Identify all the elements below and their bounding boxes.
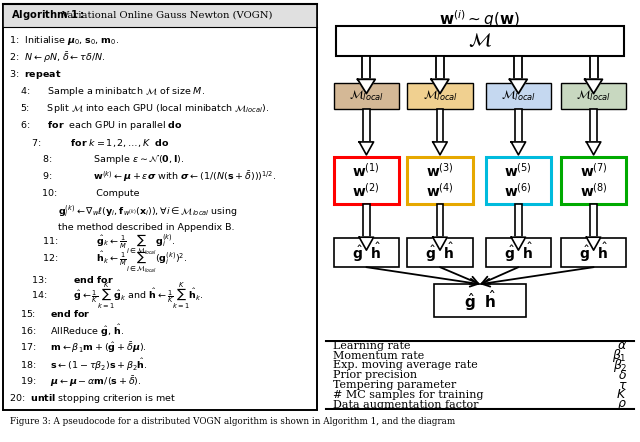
Text: 9:              $\mathbf{w}^{(k)} \leftarrow \boldsymbol{\mu} + \epsilon\boldsym: 9: $\mathbf{w}^{(k)} \leftarrow \boldsym… bbox=[42, 169, 276, 184]
Text: $\rho$: $\rho$ bbox=[618, 398, 627, 412]
Bar bbox=[561, 156, 627, 204]
Text: $\hat{\mathbf{g}}$  $\hat{\mathbf{h}}$: $\hat{\mathbf{g}}$ $\hat{\mathbf{h}}$ bbox=[351, 241, 381, 264]
Text: $K$: $K$ bbox=[616, 389, 627, 401]
Bar bbox=[589, 56, 598, 79]
Text: 11:             $\hat{\mathbf{g}}_k \leftarrow \frac{1}{M} \sum_{i \in \mathcal{: 11: $\hat{\mathbf{g}}_k \leftarrow \frac… bbox=[42, 232, 176, 257]
Text: 18:     $\mathbf{s} \leftarrow (1 - \tau\beta_2)\mathbf{s} + \beta_2\hat{\mathbf: 18: $\mathbf{s} \leftarrow (1 - \tau\bet… bbox=[20, 356, 148, 373]
Text: $\mathbf{w}^{(3)}$: $\mathbf{w}^{(3)}$ bbox=[426, 162, 454, 180]
Polygon shape bbox=[433, 237, 447, 250]
Bar bbox=[333, 156, 399, 204]
Bar bbox=[515, 56, 522, 79]
Text: Exp. moving average rate: Exp. moving average rate bbox=[333, 361, 477, 370]
Bar bbox=[362, 56, 371, 79]
Bar bbox=[436, 109, 444, 142]
Text: $\hat{\mathbf{g}}$  $\hat{\mathbf{h}}$: $\hat{\mathbf{g}}$ $\hat{\mathbf{h}}$ bbox=[425, 241, 455, 264]
Text: 7:          $\mathbf{for}$ $k = 1, 2, \ldots, K$  $\mathbf{do}$: 7: $\mathbf{for}$ $k = 1, 2, \ldots, K$ … bbox=[31, 137, 170, 149]
Text: $\delta$: $\delta$ bbox=[618, 369, 627, 382]
Polygon shape bbox=[586, 237, 601, 250]
Text: $\mathbf{w}^{(1)}$: $\mathbf{w}^{(1)}$ bbox=[353, 162, 380, 180]
Text: 16:     AllReduce $\hat{\mathbf{g}}$, $\hat{\mathbf{h}}$.: 16: AllReduce $\hat{\mathbf{g}}$, $\hat{… bbox=[20, 322, 125, 339]
Text: 6:      $\mathbf{for}$  each GPU in parallel $\mathbf{do}$: 6: $\mathbf{for}$ each GPU in parallel $… bbox=[20, 119, 183, 132]
Bar bbox=[561, 84, 627, 109]
Text: Learning rate: Learning rate bbox=[333, 341, 410, 351]
Text: $\mathbf{w}^{(7)}$: $\mathbf{w}^{(7)}$ bbox=[580, 162, 607, 180]
Text: $\tau$: $\tau$ bbox=[618, 378, 627, 392]
Bar bbox=[3, 4, 317, 27]
Text: 8:              Sample $\epsilon \sim \mathcal{N}(\mathbf{0}, \mathbf{I})$.: 8: Sample $\epsilon \sim \mathcal{N}(\ma… bbox=[42, 153, 185, 166]
Text: 1:  Initialise $\boldsymbol{\mu}_0$, $\mathbf{s}_0$, $\mathbf{m}_0$.: 1: Initialise $\boldsymbol{\mu}_0$, $\ma… bbox=[9, 34, 119, 47]
Bar bbox=[407, 238, 473, 267]
Bar bbox=[515, 109, 522, 142]
Polygon shape bbox=[511, 237, 525, 250]
Text: 2:  $N \leftarrow \rho N$, $\bar{\delta} \leftarrow \tau\delta/N$.: 2: $N \leftarrow \rho N$, $\bar{\delta} … bbox=[9, 50, 106, 65]
Text: Variational Online Gauss Newton (VOGN): Variational Online Gauss Newton (VOGN) bbox=[61, 11, 273, 20]
Text: $\mathcal{M}_{local}$: $\mathcal{M}_{local}$ bbox=[576, 89, 611, 103]
Text: 20:  $\mathbf{until}$ stopping criterion is met: 20: $\mathbf{until}$ stopping criterion … bbox=[9, 392, 176, 405]
Text: Momentum rate: Momentum rate bbox=[333, 351, 424, 361]
Polygon shape bbox=[509, 79, 527, 94]
Text: 3:  $\mathbf{repeat}$: 3: $\mathbf{repeat}$ bbox=[9, 68, 61, 81]
Bar bbox=[561, 238, 627, 267]
Polygon shape bbox=[511, 142, 525, 155]
Text: $\hat{\mathbf{g}}$  $\hat{\mathbf{h}}$: $\hat{\mathbf{g}}$ $\hat{\mathbf{h}}$ bbox=[504, 241, 533, 264]
Text: Data augmentation factor: Data augmentation factor bbox=[333, 400, 478, 410]
Text: # MC samples for training: # MC samples for training bbox=[333, 390, 483, 400]
Text: 5:      Split $\mathcal{M}$ into each GPU (local minibatch $\mathcal{M}_{local}$: 5: Split $\mathcal{M}$ into each GPU (lo… bbox=[20, 102, 269, 115]
Text: $\mathbf{w}^{(2)}$: $\mathbf{w}^{(2)}$ bbox=[353, 182, 380, 200]
Text: $\mathbf{w}^{(4)}$: $\mathbf{w}^{(4)}$ bbox=[426, 182, 454, 200]
Text: Prior precision: Prior precision bbox=[333, 370, 417, 380]
Bar bbox=[515, 204, 522, 237]
Bar bbox=[486, 84, 551, 109]
Text: $\hat{\mathbf{g}}$  $\hat{\mathbf{h}}$: $\hat{\mathbf{g}}$ $\hat{\mathbf{h}}$ bbox=[579, 241, 609, 264]
Bar bbox=[333, 84, 399, 109]
Text: $\beta_2$: $\beta_2$ bbox=[612, 357, 627, 374]
Text: the method described in Appendix B.: the method described in Appendix B. bbox=[58, 224, 235, 232]
Text: 15:     $\mathbf{end\ for}$: 15: $\mathbf{end\ for}$ bbox=[20, 308, 91, 319]
Bar bbox=[486, 156, 551, 204]
Polygon shape bbox=[585, 79, 602, 94]
Polygon shape bbox=[359, 142, 374, 155]
Text: $\mathbf{w}^{(8)}$: $\mathbf{w}^{(8)}$ bbox=[580, 182, 607, 200]
Text: 19:     $\boldsymbol{\mu} \leftarrow \boldsymbol{\mu} - \alpha\mathbf{m}/(\mathb: 19: $\boldsymbol{\mu} \leftarrow \boldsy… bbox=[20, 374, 142, 389]
Text: $\mathcal{M}_{local}$: $\mathcal{M}_{local}$ bbox=[501, 89, 536, 103]
Bar bbox=[590, 204, 597, 237]
Text: 4:      Sample a minibatch $\mathcal{M}$ of size $M$.: 4: Sample a minibatch $\mathcal{M}$ of s… bbox=[20, 85, 205, 98]
Bar bbox=[336, 26, 624, 56]
Text: 12:             $\hat{\mathbf{h}}_k \leftarrow \frac{1}{M} \sum_{i \in \mathcal{: 12: $\hat{\mathbf{h}}_k \leftarrow \frac… bbox=[42, 249, 188, 275]
Bar bbox=[333, 238, 399, 267]
Text: $\mathcal{M}_{local}$: $\mathcal{M}_{local}$ bbox=[422, 89, 458, 103]
Text: $\hat{\mathbf{g}}$  $\hat{\mathbf{h}}$: $\hat{\mathbf{g}}$ $\hat{\mathbf{h}}$ bbox=[464, 288, 496, 313]
Bar bbox=[436, 56, 444, 79]
Text: $\mathbf{Algorithm\ 1:}$: $\mathbf{Algorithm\ 1:}$ bbox=[11, 8, 84, 23]
Bar bbox=[590, 109, 597, 142]
Text: 10:             Compute: 10: Compute bbox=[42, 190, 140, 198]
Bar bbox=[407, 84, 473, 109]
Text: $\mathbf{w}^{(5)}$: $\mathbf{w}^{(5)}$ bbox=[504, 162, 532, 180]
Text: $\mathcal{M}$: $\mathcal{M}$ bbox=[468, 32, 492, 50]
Bar bbox=[436, 204, 444, 237]
Text: 13:         $\mathbf{end\ for}$: 13: $\mathbf{end\ for}$ bbox=[31, 274, 115, 285]
Bar bbox=[434, 284, 527, 316]
Bar bbox=[486, 238, 551, 267]
Text: $\mathbf{w}^{(i)} \sim q(\mathbf{w})$: $\mathbf{w}^{(i)} \sim q(\mathbf{w})$ bbox=[440, 8, 520, 30]
Text: $\mathcal{M}_{local}$: $\mathcal{M}_{local}$ bbox=[349, 89, 384, 103]
Text: 17:     $\mathbf{m} \leftarrow \beta_1\mathbf{m} + (\hat{\mathbf{g}} + \bar{\del: 17: $\mathbf{m} \leftarrow \beta_1\mathb… bbox=[20, 340, 147, 355]
Text: Tempering parameter: Tempering parameter bbox=[333, 380, 456, 390]
Polygon shape bbox=[358, 79, 375, 94]
Text: $\mathbf{g}_i^{(k)} \leftarrow \nabla_w \ell(\mathbf{y}_i, \mathbf{f}_{w^{(k)}}(: $\mathbf{g}_i^{(k)} \leftarrow \nabla_w … bbox=[58, 203, 238, 219]
Text: $\mathbf{w}^{(6)}$: $\mathbf{w}^{(6)}$ bbox=[504, 182, 532, 200]
Polygon shape bbox=[359, 237, 374, 250]
Bar bbox=[407, 156, 473, 204]
Polygon shape bbox=[431, 79, 449, 94]
Text: $\beta_1$: $\beta_1$ bbox=[612, 347, 627, 364]
Bar bbox=[363, 204, 370, 237]
Text: $\alpha$: $\alpha$ bbox=[617, 339, 627, 352]
Polygon shape bbox=[433, 142, 447, 155]
Text: Figure 3: A pseudocode for a distributed VOGN algorithm is shown in Algorithm 1,: Figure 3: A pseudocode for a distributed… bbox=[10, 417, 455, 426]
Polygon shape bbox=[586, 142, 601, 155]
Text: 14:         $\hat{\mathbf{g}} \leftarrow \frac{1}{K} \sum_{k=1}^{K} \hat{\mathbf: 14: $\hat{\mathbf{g}} \leftarrow \frac{1… bbox=[31, 281, 204, 312]
Bar bbox=[363, 109, 370, 142]
